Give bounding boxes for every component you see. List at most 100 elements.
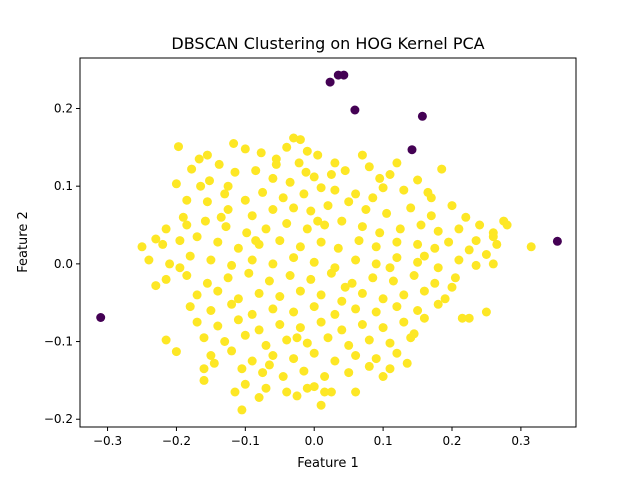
cluster-point [357, 222, 367, 232]
cluster-point [295, 135, 305, 145]
cluster-point [385, 338, 395, 348]
cluster-point [196, 181, 206, 191]
cluster-point [413, 175, 423, 185]
cluster-point [214, 159, 224, 169]
cluster-point [413, 239, 423, 249]
cluster-point [392, 253, 402, 263]
cluster-point [461, 212, 471, 222]
cluster-point [440, 294, 450, 304]
cluster-point [392, 348, 402, 358]
cluster-point [268, 304, 278, 314]
cluster-point [409, 329, 419, 339]
cluster-point [444, 237, 454, 247]
cluster-point [240, 330, 250, 340]
cluster-point [392, 158, 402, 168]
cluster-point [299, 366, 309, 376]
cluster-point [337, 325, 347, 335]
cluster-point [320, 387, 330, 397]
cluster-point [202, 278, 212, 288]
noise-point [350, 105, 360, 115]
cluster-point [371, 259, 381, 269]
cluster-point [202, 150, 212, 160]
cluster-point [242, 228, 252, 238]
cluster-point [275, 236, 285, 246]
cluster-point [316, 237, 326, 247]
cluster-point [295, 242, 305, 252]
cluster-point [471, 236, 481, 246]
cluster-point [385, 364, 395, 374]
cluster-point [337, 216, 347, 226]
y-tick-label: 0.0 [54, 257, 73, 271]
cluster-point [194, 154, 204, 164]
cluster-point [388, 276, 398, 286]
cluster-point [282, 387, 292, 397]
cluster-point [285, 177, 295, 187]
cluster-point [171, 179, 181, 189]
cluster-point [382, 208, 392, 218]
cluster-point [351, 387, 361, 397]
cluster-point [221, 222, 231, 232]
cluster-point [364, 162, 374, 172]
cluster-point [475, 220, 485, 230]
cluster-point [413, 257, 423, 267]
cluster-point [237, 364, 247, 374]
y-axis-label: Feature 2 [16, 211, 31, 273]
cluster-point [378, 183, 388, 193]
cluster-point [313, 216, 323, 226]
cluster-point [161, 224, 171, 234]
cluster-point [182, 271, 192, 280]
cluster-point [392, 237, 402, 247]
cluster-point [268, 205, 278, 214]
cluster-point [278, 193, 288, 203]
cluster-point [282, 219, 292, 228]
cluster-point [351, 304, 361, 314]
cluster-point [256, 148, 266, 158]
cluster-point [330, 309, 340, 319]
cluster-point [289, 203, 299, 213]
y-tick-label: 0.1 [54, 179, 73, 193]
cluster-point [206, 255, 216, 265]
cluster-point [309, 257, 319, 267]
cluster-point [309, 172, 319, 182]
x-tick-label: −0.2 [162, 434, 191, 448]
cluster-point [292, 333, 302, 343]
cluster-point [409, 271, 419, 280]
cluster-point [306, 206, 316, 216]
cluster-point [426, 211, 436, 221]
cluster-point [220, 337, 230, 346]
cluster-point [247, 356, 257, 366]
cluster-point [450, 273, 460, 283]
cluster-point [254, 393, 264, 402]
cluster-point [258, 368, 268, 378]
cluster-point [502, 220, 512, 230]
cluster-point [378, 372, 388, 381]
cluster-point [161, 274, 171, 284]
cluster-point [175, 263, 185, 273]
cluster-point [247, 255, 257, 265]
cluster-point [220, 189, 230, 199]
y-axis: −0.2 −0.1 0.0 0.1 0.2 [44, 101, 80, 426]
cluster-point [289, 133, 299, 143]
plot-frame [79, 57, 577, 428]
cluster-point [278, 372, 288, 381]
cluster-point [416, 220, 426, 230]
x-tick-label: 0.3 [511, 434, 530, 448]
cluster-point [375, 228, 385, 238]
cluster-point [227, 260, 237, 270]
cluster-point [289, 307, 299, 317]
cluster-point [364, 335, 374, 345]
cluster-point [240, 195, 250, 205]
cluster-point [419, 251, 429, 261]
cluster-point [488, 259, 498, 269]
x-tick-label: 0.2 [442, 434, 461, 448]
cluster-point [230, 387, 240, 397]
cluster-point [309, 348, 319, 358]
cluster-point [330, 158, 340, 168]
cluster-point [447, 282, 457, 292]
cluster-point [340, 282, 350, 292]
cluster-point [361, 205, 371, 214]
cluster-point [357, 320, 367, 329]
cluster-point [430, 278, 440, 288]
cluster-point [192, 232, 202, 242]
cluster-point [433, 226, 443, 236]
